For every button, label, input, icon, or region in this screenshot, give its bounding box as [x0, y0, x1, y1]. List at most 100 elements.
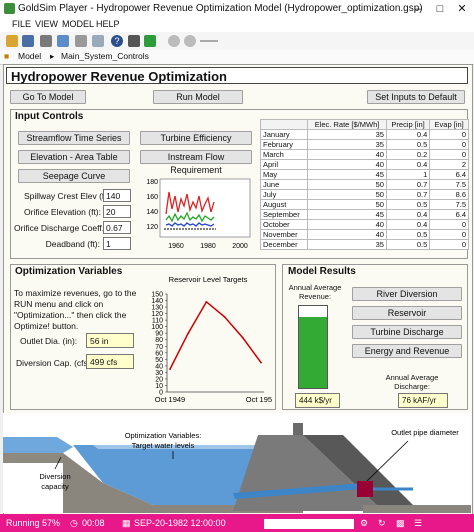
list-icon[interactable]: ☰: [414, 518, 423, 528]
value-cell[interactable]: 0.4: [385, 129, 431, 140]
menu-view[interactable]: VIEW: [35, 19, 59, 29]
table-row: December 35 0.5 0: [259, 239, 469, 250]
value-cell[interactable]: 40: [307, 149, 387, 160]
orifice-coeff-input[interactable]: 0.67: [103, 221, 131, 234]
print-icon[interactable]: [40, 35, 52, 47]
value-cell[interactable]: 0.5: [385, 139, 431, 150]
run-icon[interactable]: [144, 35, 156, 47]
stop-icon[interactable]: [128, 35, 140, 47]
revenue-label: Annual Average: [288, 283, 342, 292]
value-cell[interactable]: 0.4: [385, 159, 431, 170]
value-cell[interactable]: 0.5: [385, 229, 431, 240]
month-cell: April: [259, 159, 309, 170]
input-controls-title: Input Controls: [15, 111, 84, 122]
edit-icon[interactable]: [57, 35, 69, 47]
value-cell[interactable]: 40: [307, 229, 387, 240]
chart-icon[interactable]: [92, 35, 104, 47]
open-icon[interactable]: [6, 35, 18, 47]
deadband-input[interactable]: 1: [103, 237, 131, 250]
menu-file[interactable]: FILE: [12, 19, 32, 29]
discharge-value: 76 kAF/yr: [398, 393, 448, 408]
export-icon[interactable]: [75, 35, 87, 47]
speed-slider[interactable]: [200, 40, 218, 42]
value-cell[interactable]: 50: [307, 189, 387, 200]
orifice-coeff-label: Orifice Discharge Coeff.:: [14, 223, 107, 233]
value-cell[interactable]: 40: [307, 219, 387, 230]
value-cell[interactable]: 7.5: [429, 179, 469, 190]
value-cell[interactable]: 0: [429, 139, 469, 150]
breadcrumb-root[interactable]: Model: [18, 51, 42, 61]
value-cell[interactable]: 0: [429, 219, 469, 230]
folder-icon: ■: [4, 51, 10, 61]
y-tick-label: 30: [155, 370, 163, 377]
monitor-icon[interactable]: ▩: [396, 518, 405, 528]
streamflow-button[interactable]: Streamflow Time Series: [18, 131, 130, 145]
river-diversion-button[interactable]: River Diversion: [352, 287, 462, 301]
value-cell[interactable]: 7.5: [429, 199, 469, 210]
value-cell[interactable]: 0.2: [385, 149, 431, 160]
value-cell[interactable]: 0.7: [385, 189, 431, 200]
month-cell: January: [259, 129, 309, 140]
month-cell: September: [259, 209, 309, 220]
month-cell: July: [259, 189, 309, 200]
value-cell[interactable]: 0: [429, 229, 469, 240]
energy-revenue-button[interactable]: Energy and Revenue: [352, 344, 462, 358]
close-icon[interactable]: ✕: [457, 3, 467, 15]
turbine-discharge-button[interactable]: Turbine Discharge: [352, 325, 462, 339]
value-cell[interactable]: 45: [307, 209, 387, 220]
menu-help[interactable]: HELP: [96, 19, 120, 29]
sim-date: SEP-20-1982 12:00:00: [134, 518, 226, 528]
value-cell[interactable]: 0: [429, 149, 469, 160]
orifice-elevation-input[interactable]: 20: [103, 205, 131, 218]
value-cell[interactable]: 50: [307, 199, 387, 210]
spillway-input[interactable]: 140: [103, 189, 131, 202]
value-cell[interactable]: 40: [307, 159, 387, 170]
value-cell[interactable]: 0.7: [385, 179, 431, 190]
run-model-button[interactable]: Run Model: [153, 90, 243, 104]
value-cell[interactable]: 0.4: [385, 209, 431, 220]
table-row: October 40 0.4 0: [259, 219, 469, 230]
value-cell[interactable]: 0: [429, 129, 469, 140]
value-cell[interactable]: 0.5: [385, 199, 431, 210]
table-header-cell: Precip [in]: [385, 119, 431, 130]
revenue-bar-gauge: [298, 305, 328, 389]
window-title-bar: GoldSim Player - Hydropower Revenue Opti…: [0, 0, 474, 19]
value-cell[interactable]: 0.5: [385, 239, 431, 250]
menu-bar: FILE VIEW MODEL HELP: [0, 18, 474, 32]
value-cell[interactable]: 6.4: [429, 169, 469, 180]
value-cell[interactable]: 0: [429, 239, 469, 250]
menu-model[interactable]: MODEL: [62, 19, 95, 29]
instream-flow-button[interactable]: Instream Flow Requirement: [140, 150, 252, 175]
turbine-efficiency-button[interactable]: Turbine Efficiency: [140, 131, 252, 145]
value-cell[interactable]: 35: [307, 129, 387, 140]
value-cell[interactable]: 6.4: [429, 209, 469, 220]
save-icon[interactable]: [22, 35, 34, 47]
step-icon[interactable]: [184, 35, 196, 47]
rewind-icon[interactable]: [168, 35, 180, 47]
breadcrumb-current[interactable]: Main_System_Controls: [61, 51, 149, 61]
minimize-icon[interactable]: –: [414, 3, 422, 15]
help-icon[interactable]: ?: [111, 35, 123, 47]
value-cell[interactable]: 35: [307, 139, 387, 150]
dam-diagram: Optimization Variables: Target water lev…: [3, 413, 471, 513]
go-to-model-button[interactable]: Go To Model: [10, 90, 86, 104]
value-cell[interactable]: 45: [307, 169, 387, 180]
value-cell[interactable]: 0.4: [385, 219, 431, 230]
elevation-area-button[interactable]: Elevation - Area Table: [18, 150, 130, 164]
settings-icon[interactable]: ⚙: [360, 518, 369, 528]
value-cell[interactable]: 35: [307, 239, 387, 250]
value-cell[interactable]: 50: [307, 179, 387, 190]
set-inputs-default-button[interactable]: Set Inputs to Default: [367, 90, 465, 104]
maximize-icon[interactable]: □: [436, 3, 444, 15]
reservoir-button[interactable]: Reservoir: [352, 306, 462, 320]
revenue-value: 444 k$/yr: [295, 393, 340, 408]
target-levels-label: Target water levels: [132, 441, 195, 450]
value-cell[interactable]: 2: [429, 159, 469, 170]
value-cell[interactable]: 8.6: [429, 189, 469, 200]
data-point: [205, 300, 208, 303]
mini-chart-ytick: 140: [146, 209, 158, 216]
value-cell[interactable]: 1: [385, 169, 431, 180]
seepage-curve-button[interactable]: Seepage Curve: [18, 169, 130, 183]
refresh-icon[interactable]: ↻: [378, 518, 386, 528]
month-cell: November: [259, 229, 309, 240]
